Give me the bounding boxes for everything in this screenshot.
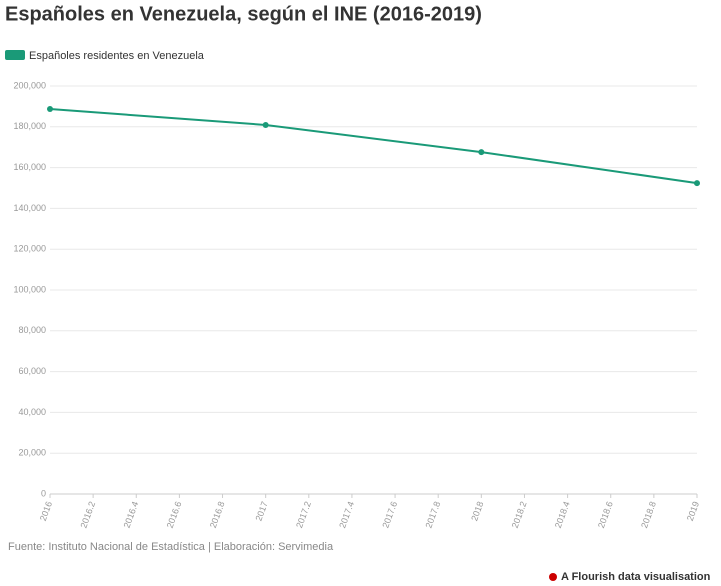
x-tick-label: 2016.6 — [165, 500, 184, 529]
y-tick-label: 60,000 — [18, 366, 46, 376]
y-tick-label: 20,000 — [18, 448, 46, 458]
point — [262, 121, 269, 128]
legend-label: Españoles residentes en Venezuela — [29, 50, 205, 62]
x-tick-label: 2018.6 — [596, 500, 615, 529]
x-tick-label: 2019 — [685, 500, 701, 522]
x-tick-label: 2018.8 — [639, 500, 658, 529]
x-tick-label: 2017.4 — [337, 500, 356, 529]
x-tick-label: 2017 — [254, 500, 270, 522]
point — [694, 180, 700, 187]
credit[interactable]: A Flourish data visualisation — [561, 571, 711, 583]
x-tick-label: 2016 — [38, 500, 54, 522]
legend-swatch — [5, 50, 25, 60]
line — [49, 108, 698, 185]
point — [47, 106, 53, 113]
point — [478, 149, 485, 156]
y-tick-label: 120,000 — [13, 244, 46, 254]
x-tick-label: 2018.4 — [553, 500, 572, 529]
y-tick-label: 0 — [41, 488, 46, 498]
x-tick-label: 2018 — [469, 500, 485, 522]
source: Fuente: Instituto Nacional de Estadístic… — [8, 541, 334, 553]
x-tick-label: 2018.2 — [510, 500, 529, 529]
y-tick-label: 100,000 — [13, 284, 46, 294]
chart-title: Españoles en Venezuela, según el INE (20… — [5, 3, 482, 25]
y-tick-label: 200,000 — [13, 80, 46, 90]
x-tick-label: 2017.8 — [423, 500, 442, 529]
y-tick-label: 180,000 — [13, 121, 46, 131]
y-tick-label: 160,000 — [13, 162, 46, 172]
x-tick-label: 2016.4 — [122, 500, 141, 529]
y-tick-label: 80,000 — [18, 325, 46, 335]
x-tick-label: 2017.2 — [294, 500, 313, 529]
y-tick-label: 140,000 — [13, 203, 46, 213]
y-tick-label: 40,000 — [18, 407, 46, 417]
x-tick-label: 2016.2 — [78, 500, 97, 529]
flourish-logo — [549, 573, 557, 581]
x-tick-label: 2016.8 — [208, 500, 227, 529]
x-tick-label: 2017.6 — [380, 500, 399, 529]
